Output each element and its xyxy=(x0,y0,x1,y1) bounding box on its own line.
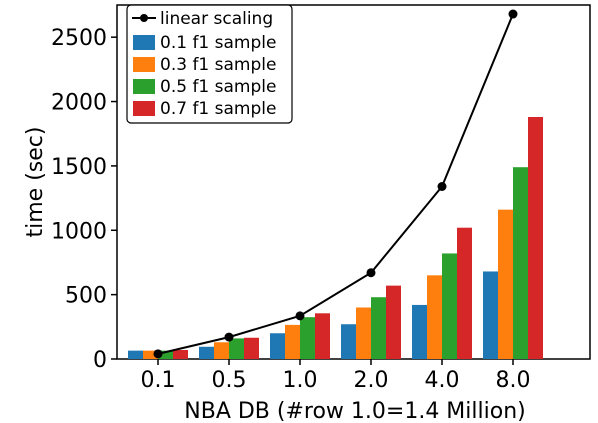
bar-series-4-2.0 xyxy=(386,285,401,359)
bar-series-1-4.0 xyxy=(412,304,427,359)
linear-scaling-point-2.0 xyxy=(366,268,376,278)
legend-label-series-1: 0.1 f1 sample xyxy=(160,33,276,53)
bar-series-2-2.0 xyxy=(356,307,371,359)
legend-line-marker xyxy=(140,14,148,22)
legend-label-series-3: 0.5 f1 sample xyxy=(160,77,276,97)
bar-series-3-8.0 xyxy=(513,167,528,359)
legend-swatch-series-3 xyxy=(133,79,155,94)
y-tick-label: 1500 xyxy=(51,155,107,180)
bar-series-4-4.0 xyxy=(457,227,472,359)
bar-series-4-1.0 xyxy=(315,313,330,359)
x-axis-title: NBA DB (#row 1.0=1.4 Million) xyxy=(184,399,525,423)
legend-label-linear-scaling: linear scaling xyxy=(160,9,273,29)
linear-scaling-point-8.0 xyxy=(508,9,518,19)
y-tick-label: 0 xyxy=(93,348,107,373)
linear-scaling-polyline xyxy=(157,13,514,355)
bar-series-1-8.0 xyxy=(483,271,498,359)
y-axis: 0 500 1000 1500 2000 2500 xyxy=(51,26,117,373)
bar-series-1-0.1 xyxy=(128,350,143,359)
y-tick-label: 500 xyxy=(65,284,107,309)
linear-scaling-point-0.1 xyxy=(153,349,163,359)
bar-series-3-4.0 xyxy=(442,253,457,359)
bar-series-4-0.5 xyxy=(244,337,259,359)
legend-label-series-2: 0.3 f1 sample xyxy=(160,55,276,75)
x-tick-label: 4.0 xyxy=(425,368,460,393)
y-tick-label: 2000 xyxy=(51,91,107,116)
linear-scaling-line xyxy=(153,9,518,359)
y-tick-label: 2500 xyxy=(51,26,107,51)
x-axis: 0.1 0.5 1.0 2.0 4.0 8.0 xyxy=(141,359,531,393)
bars-group xyxy=(128,116,543,359)
bar-series-3-2.0 xyxy=(371,297,386,359)
bar-series-4-0.1 xyxy=(173,349,188,359)
bar-series-3-0.5 xyxy=(229,338,244,359)
bar-series-1-1.0 xyxy=(270,333,285,359)
legend: linear scaling 0.1 f1 sample 0.3 f1 samp… xyxy=(126,4,293,124)
linear-scaling-point-0.5 xyxy=(224,332,234,342)
x-tick-label: 2.0 xyxy=(354,368,389,393)
bar-series-2-4.0 xyxy=(427,275,442,359)
x-tick-label: 1.0 xyxy=(283,368,318,393)
bar-series-2-1.0 xyxy=(285,324,300,359)
bar-series-2-0.5 xyxy=(214,342,229,359)
bar-series-3-1.0 xyxy=(300,317,315,359)
legend-swatch-series-1 xyxy=(133,35,155,50)
x-tick-label: 0.1 xyxy=(141,368,176,393)
bar-series-2-8.0 xyxy=(498,209,513,359)
legend-label-series-4: 0.7 f1 sample xyxy=(160,99,276,119)
y-tick-label: 1000 xyxy=(51,219,107,244)
x-tick-label: 8.0 xyxy=(496,368,531,393)
y-axis-title: time (sec) xyxy=(23,127,48,238)
legend-swatch-series-2 xyxy=(133,57,155,72)
bar-series-3-0.1 xyxy=(158,350,173,359)
bar-series-1-2.0 xyxy=(341,324,356,359)
legend-swatch-series-4 xyxy=(133,101,155,116)
x-tick-label: 0.5 xyxy=(212,368,247,393)
linear-scaling-point-4.0 xyxy=(437,182,447,192)
linear-scaling-point-1.0 xyxy=(295,311,305,321)
bar-series-1-0.5 xyxy=(199,346,214,359)
bar-series-4-8.0 xyxy=(528,116,543,359)
bar-series-2-0.1 xyxy=(143,350,158,359)
legend-box xyxy=(126,4,293,124)
